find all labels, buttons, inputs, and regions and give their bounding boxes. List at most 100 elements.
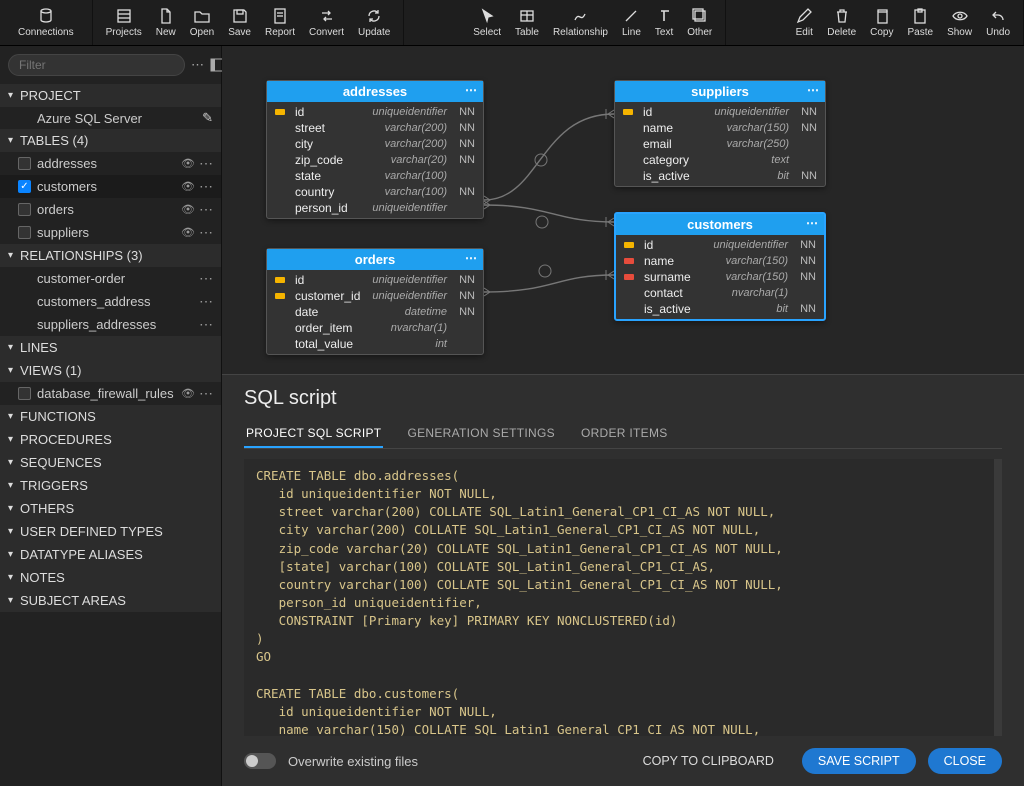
column-country[interactable]: countryvarchar(100)NN — [267, 184, 483, 200]
table-button[interactable]: Table — [508, 0, 546, 45]
eye-icon[interactable]: 👁 — [181, 387, 195, 400]
section-lines[interactable]: ▾LINES — [0, 336, 221, 359]
convert-button[interactable]: Convert — [302, 0, 351, 45]
undo-button[interactable]: Undo — [979, 0, 1017, 45]
sql-tab-generation-settings[interactable]: GENERATION SETTINGS — [405, 420, 557, 448]
table-menu-icon[interactable]: ⋯ — [465, 251, 477, 265]
sql-tab-order-items[interactable]: ORDER ITEMS — [579, 420, 670, 448]
tree-item-azure-sql-server[interactable]: Azure SQL Server✎ — [0, 107, 221, 129]
table-addresses[interactable]: addresses⋯iduniqueidentifierNNstreetvarc… — [266, 80, 484, 219]
table-menu-icon[interactable]: ⋯ — [807, 83, 819, 97]
section-functions[interactable]: ▾FUNCTIONS — [0, 405, 221, 428]
projects-button[interactable]: Projects — [99, 0, 149, 45]
edit-icon[interactable]: ✎ — [202, 110, 213, 126]
column-id[interactable]: iduniqueidentifierNN — [267, 104, 483, 120]
connections-button[interactable]: Connections — [6, 0, 86, 45]
more-icon[interactable]: ⋯ — [199, 270, 213, 287]
checkbox-icon[interactable] — [18, 226, 31, 239]
column-contact[interactable]: contactnvarchar(1) — [616, 285, 824, 301]
section-others[interactable]: ▾OTHERS — [0, 497, 221, 520]
section-views[interactable]: ▾VIEWS (1) — [0, 359, 221, 382]
column-zip_code[interactable]: zip_codevarchar(20)NN — [267, 152, 483, 168]
tree-item-orders[interactable]: orders👁⋯ — [0, 198, 221, 221]
more-icon[interactable]: ⋯ — [199, 224, 213, 241]
copy-to-clipboard-button[interactable]: COPY TO CLIPBOARD — [627, 748, 790, 774]
more-icon[interactable]: ⋯ — [199, 155, 213, 172]
column-order_item[interactable]: order_itemnvarchar(1) — [267, 320, 483, 336]
delete-button[interactable]: Delete — [820, 0, 863, 45]
checkbox-icon[interactable] — [18, 157, 31, 170]
copy-button[interactable]: Copy — [863, 0, 900, 45]
tree-item-customers-address[interactable]: customers_address⋯ — [0, 290, 221, 313]
show-button[interactable]: Show — [940, 0, 979, 45]
tree-item-addresses[interactable]: addresses👁⋯ — [0, 152, 221, 175]
paste-button[interactable]: Paste — [901, 0, 941, 45]
eye-icon[interactable]: 👁 — [181, 203, 195, 216]
column-name[interactable]: namevarchar(150)NN — [615, 120, 825, 136]
section-sequences[interactable]: ▾SEQUENCES — [0, 451, 221, 474]
select-button[interactable]: Select — [466, 0, 508, 45]
other-button[interactable]: Other — [680, 0, 719, 45]
section-subject-areas[interactable]: ▾SUBJECT AREAS — [0, 589, 221, 612]
checkbox-icon[interactable]: ✓ — [18, 180, 31, 193]
column-name[interactable]: namevarchar(150)NN — [616, 253, 824, 269]
column-surname[interactable]: surnamevarchar(150)NN — [616, 269, 824, 285]
tree-item-database-firewall-rules[interactable]: database_firewall_rules👁⋯ — [0, 382, 221, 405]
table-customers[interactable]: customers⋯ iduniqueidentifierNNnamevarcha… — [614, 212, 826, 321]
diagram-canvas[interactable]: addresses⋯iduniqueidentifierNNstreetvarc… — [222, 46, 1024, 786]
update-button[interactable]: Update — [351, 0, 397, 45]
table-header[interactable]: addresses⋯ — [267, 81, 483, 102]
column-date[interactable]: datedatetimeNN — [267, 304, 483, 320]
column-total_value[interactable]: total_valueint — [267, 336, 483, 352]
eye-icon[interactable]: 👁 — [181, 226, 195, 239]
section-project[interactable]: ▾PROJECT — [0, 84, 221, 107]
column-id[interactable]: iduniqueidentifierNN — [267, 272, 483, 288]
column-state[interactable]: statevarchar(100) — [267, 168, 483, 184]
line-button[interactable]: Line — [615, 0, 648, 45]
open-button[interactable]: Open — [183, 0, 221, 45]
overwrite-toggle[interactable] — [244, 753, 276, 769]
eye-icon[interactable]: 👁 — [181, 180, 195, 193]
section-procedures[interactable]: ▾PROCEDURES — [0, 428, 221, 451]
close-button[interactable]: CLOSE — [928, 748, 1002, 774]
more-icon[interactable]: ⋯ — [199, 385, 213, 402]
column-is_active[interactable]: is_activebitNN — [616, 301, 824, 317]
more-icon[interactable]: ⋯ — [199, 316, 213, 333]
table-header[interactable]: suppliers⋯ — [615, 81, 825, 102]
section-datatype-aliases[interactable]: ▾DATATYPE ALIASES — [0, 543, 221, 566]
table-header[interactable]: customers⋯ — [616, 214, 824, 235]
new-button[interactable]: New — [149, 0, 183, 45]
text-button[interactable]: Text — [648, 0, 680, 45]
eye-icon[interactable]: 👁 — [181, 157, 195, 170]
more-icon[interactable]: ⋯ — [199, 201, 213, 218]
report-button[interactable]: Report — [258, 0, 302, 45]
column-email[interactable]: emailvarchar(250) — [615, 136, 825, 152]
relationship-button[interactable]: Relationship — [546, 0, 615, 45]
table-menu-icon[interactable]: ⋯ — [806, 216, 818, 230]
edit-button[interactable]: Edit — [788, 0, 820, 45]
column-person_id[interactable]: person_iduniqueidentifier — [267, 200, 483, 216]
column-customer_id[interactable]: customer_iduniqueidentifierNN — [267, 288, 483, 304]
more-icon[interactable]: ⋯ — [199, 178, 213, 195]
table-suppliers[interactable]: suppliers⋯ iduniqueidentifierNNnamevarcha… — [614, 80, 826, 187]
filter-input[interactable] — [8, 54, 185, 76]
tree-item-suppliers[interactable]: suppliers👁⋯ — [0, 221, 221, 244]
filter-more-icon[interactable]: ⋯ — [191, 56, 204, 74]
column-city[interactable]: cityvarchar(200)NN — [267, 136, 483, 152]
column-id[interactable]: iduniqueidentifierNN — [615, 104, 825, 120]
section-triggers[interactable]: ▾TRIGGERS — [0, 474, 221, 497]
column-category[interactable]: categorytext — [615, 152, 825, 168]
section-notes[interactable]: ▾NOTES — [0, 566, 221, 589]
checkbox-icon[interactable] — [18, 203, 31, 216]
tree-item-suppliers-addresses[interactable]: suppliers_addresses⋯ — [0, 313, 221, 336]
table-header[interactable]: orders⋯ — [267, 249, 483, 270]
save-button[interactable]: Save — [221, 0, 258, 45]
column-id[interactable]: iduniqueidentifierNN — [616, 237, 824, 253]
table-orders[interactable]: orders⋯ iduniqueidentifierNNcustomer_idun… — [266, 248, 484, 355]
save-script-button[interactable]: SAVE SCRIPT — [802, 748, 916, 774]
checkbox-icon[interactable] — [18, 387, 31, 400]
tree-item-customer-order[interactable]: customer-order⋯ — [0, 267, 221, 290]
more-icon[interactable]: ⋯ — [199, 293, 213, 310]
section-tables[interactable]: ▾TABLES (4) — [0, 129, 221, 152]
sql-code[interactable]: CREATE TABLE dbo.addresses( id uniqueide… — [244, 459, 1002, 736]
